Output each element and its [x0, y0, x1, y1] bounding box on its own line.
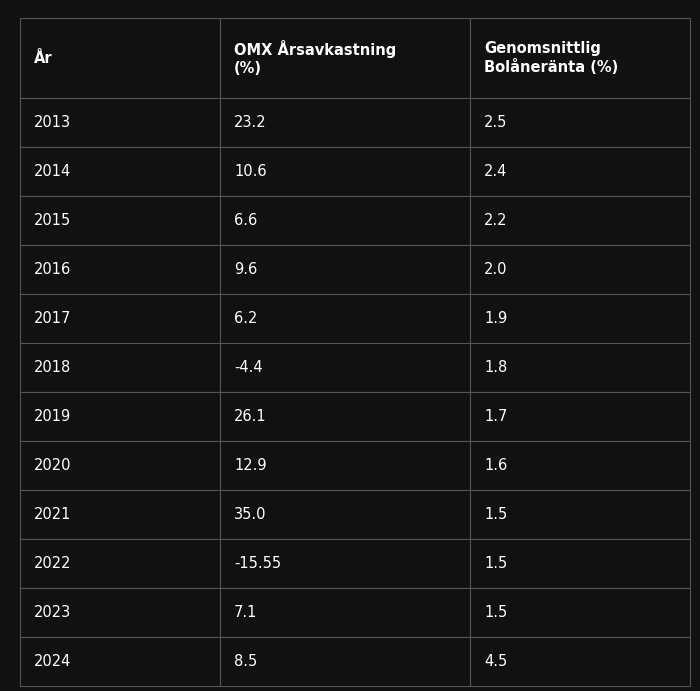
Bar	[20, 147, 220, 196]
Text: 2.5: 2.5	[484, 115, 508, 130]
Text: 4.5: 4.5	[484, 654, 508, 669]
Text: 1.7: 1.7	[484, 409, 508, 424]
Bar	[470, 637, 690, 686]
Bar	[470, 18, 690, 98]
Text: 2015: 2015	[34, 213, 71, 228]
Bar	[470, 343, 690, 392]
Bar	[20, 490, 220, 539]
Bar	[20, 441, 220, 490]
Text: 1.6: 1.6	[484, 458, 508, 473]
Text: 35.0: 35.0	[234, 507, 267, 522]
Text: Genomsnittlig
Bolåneränta (%): Genomsnittlig Bolåneränta (%)	[484, 41, 618, 75]
Bar	[220, 18, 470, 98]
Bar	[470, 98, 690, 147]
Bar	[20, 539, 220, 588]
Bar	[220, 98, 470, 147]
Text: 1.5: 1.5	[484, 556, 508, 571]
Text: -15.55: -15.55	[234, 556, 281, 571]
Text: 2020: 2020	[34, 458, 71, 473]
Text: 1.5: 1.5	[484, 507, 508, 522]
Text: 6.2: 6.2	[234, 311, 258, 326]
Bar	[20, 98, 220, 147]
Text: 2017: 2017	[34, 311, 71, 326]
Bar	[470, 392, 690, 441]
Text: 2.2: 2.2	[484, 213, 508, 228]
Text: 2018: 2018	[34, 360, 71, 375]
Bar	[220, 490, 470, 539]
Bar	[220, 392, 470, 441]
Bar	[470, 539, 690, 588]
Bar	[20, 392, 220, 441]
Bar	[20, 637, 220, 686]
Bar	[20, 294, 220, 343]
Bar	[470, 294, 690, 343]
Bar	[20, 588, 220, 637]
Text: 2013: 2013	[34, 115, 71, 130]
Bar	[470, 147, 690, 196]
Bar	[220, 539, 470, 588]
Text: 2.0: 2.0	[484, 262, 508, 277]
Bar	[220, 441, 470, 490]
Bar	[470, 588, 690, 637]
Bar	[220, 637, 470, 686]
Bar	[20, 343, 220, 392]
Bar	[20, 196, 220, 245]
Bar	[20, 245, 220, 294]
Bar	[220, 343, 470, 392]
Text: 2.4: 2.4	[484, 164, 508, 179]
Text: -4.4: -4.4	[234, 360, 262, 375]
Text: 2014: 2014	[34, 164, 71, 179]
Bar	[220, 147, 470, 196]
Bar	[470, 490, 690, 539]
Text: 1.8: 1.8	[484, 360, 508, 375]
Bar	[220, 245, 470, 294]
Text: 2023: 2023	[34, 605, 71, 620]
Text: 9.6: 9.6	[234, 262, 258, 277]
Text: År: År	[34, 50, 52, 66]
Text: 8.5: 8.5	[234, 654, 258, 669]
Text: 2016: 2016	[34, 262, 71, 277]
Text: 6.6: 6.6	[234, 213, 258, 228]
Bar	[470, 441, 690, 490]
Text: 26.1: 26.1	[234, 409, 267, 424]
Text: 2019: 2019	[34, 409, 71, 424]
Bar	[470, 196, 690, 245]
Text: OMX Årsavkastning
(%): OMX Årsavkastning (%)	[234, 40, 396, 76]
Bar	[470, 245, 690, 294]
Text: 12.9: 12.9	[234, 458, 267, 473]
Text: 10.6: 10.6	[234, 164, 267, 179]
Bar	[220, 196, 470, 245]
Text: 1.5: 1.5	[484, 605, 508, 620]
Text: 2024: 2024	[34, 654, 71, 669]
Text: 2021: 2021	[34, 507, 71, 522]
Text: 2022: 2022	[34, 556, 71, 571]
Bar	[220, 294, 470, 343]
Text: 7.1: 7.1	[234, 605, 258, 620]
Text: 1.9: 1.9	[484, 311, 508, 326]
Text: 23.2: 23.2	[234, 115, 267, 130]
Bar	[20, 18, 220, 98]
Bar	[220, 588, 470, 637]
